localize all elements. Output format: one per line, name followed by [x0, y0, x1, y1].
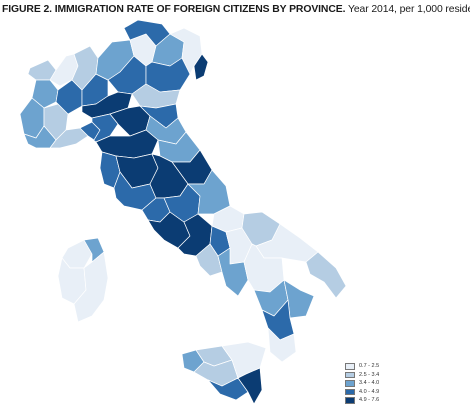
legend-label: 0.7 - 2.5 [359, 363, 380, 370]
legend-label: 2.5 - 3.4 [359, 371, 380, 378]
figure-title: FIGURE 2. IMMIGRATION RATE OF FOREIGN CI… [2, 4, 470, 15]
province-south-tyrol [123, 19, 171, 47]
province-trieste [193, 53, 209, 81]
legend-label: 4.0 - 4.9 [359, 388, 380, 395]
figure-title-label: FIGURE 2. IMMIGRATION RATE OF FOREIGN CI… [2, 4, 346, 15]
legend-item: 0.7 - 2.5 [345, 362, 455, 371]
figure-title-subtitle: Year 2014, per 1,000 residents [347, 4, 470, 15]
legend-label: 4.9 - 7.6 [359, 397, 380, 404]
legend-swatch [345, 388, 355, 395]
legend-swatch [345, 380, 355, 387]
province-lombardy-south [81, 91, 133, 119]
province-sardinia-south [73, 251, 109, 323]
legend-item: 3.4 - 4.0 [345, 379, 455, 388]
legend-item: 2.5 - 3.4 [345, 371, 455, 380]
province-sicily-southeast [237, 367, 263, 405]
province-genoa [49, 127, 89, 149]
map-legend: 0.7 - 2.5 2.5 - 3.4 3.4 - 4.0 4.0 - 4.9 … [345, 362, 455, 405]
legend-swatch [345, 363, 355, 370]
legend-item: 4.9 - 7.6 [345, 396, 455, 405]
legend-label: 3.4 - 4.0 [359, 380, 380, 387]
legend-item: 4.0 - 4.9 [345, 388, 455, 397]
province-puglia-south [305, 251, 347, 299]
province-calabria-south [267, 327, 297, 363]
legend-swatch [345, 397, 355, 404]
legend-swatch [345, 371, 355, 378]
